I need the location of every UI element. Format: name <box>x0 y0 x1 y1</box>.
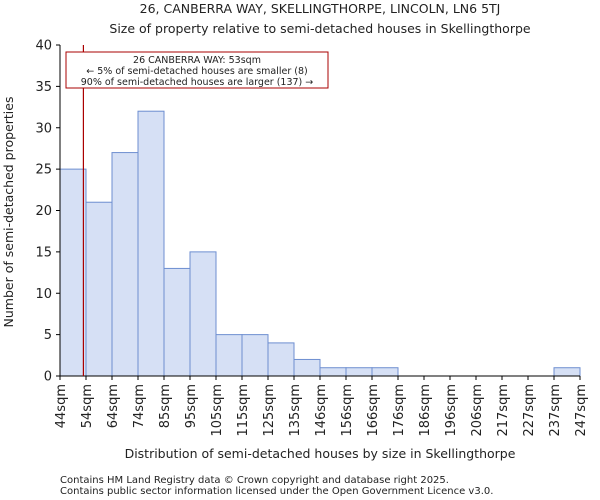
y-tick-label: 10 <box>35 287 52 302</box>
x-tick-label: 156sqm <box>340 384 355 437</box>
x-tick-label: 186sqm <box>418 384 433 437</box>
annotation-line: 90% of semi-detached houses are larger (… <box>81 77 314 88</box>
histogram-bar <box>163 267 191 377</box>
histogram-bar <box>215 334 243 377</box>
y-tick-label: 0 <box>44 370 52 385</box>
x-tick-label: 166sqm <box>366 384 381 437</box>
x-tick-label: 64sqm <box>106 384 121 428</box>
histogram-bar <box>319 367 347 377</box>
y-tick-label: 40 <box>35 39 52 54</box>
y-tick-label: 20 <box>35 204 52 219</box>
x-tick-label: 105sqm <box>210 384 225 437</box>
histogram-bar <box>293 358 321 377</box>
histogram-bar <box>85 201 113 377</box>
chart-title-line1: 26, CANBERRA WAY, SKELLINGTHORPE, LINCOL… <box>140 1 501 16</box>
x-tick-label: 95sqm <box>184 384 199 428</box>
x-tick-label: 125sqm <box>262 384 277 437</box>
histogram-bar <box>371 367 399 377</box>
x-tick-label: 227sqm <box>522 384 537 437</box>
histogram-bar <box>189 251 217 377</box>
annotation-box <box>65 51 329 89</box>
x-tick-label: 237sqm <box>548 384 563 437</box>
x-tick-label: 74sqm <box>132 384 147 428</box>
annotation-line: ← 5% of semi-detached houses are smaller… <box>86 66 307 77</box>
histogram-bar <box>59 168 87 377</box>
footer-line1: Contains HM Land Registry data © Crown c… <box>60 475 449 486</box>
x-tick-label: 247sqm <box>574 384 589 437</box>
y-tick-label: 5 <box>44 328 52 343</box>
histogram-bar <box>137 110 165 377</box>
x-axis-label: Distribution of semi-detached houses by … <box>125 446 516 461</box>
histogram-bar <box>553 367 581 377</box>
x-tick-label: 217sqm <box>496 384 511 437</box>
histogram-bar <box>241 334 269 377</box>
y-tick-label: 15 <box>35 245 52 260</box>
x-tick-label: 146sqm <box>314 384 329 437</box>
plot-area: 0 5 10 15 20 25 30 35 40 44sqm 54sqm 64sqm 74sqm 85sq… <box>35 39 589 437</box>
footer-line2: Contains public sector information licen… <box>60 486 493 497</box>
x-tick-label: 44sqm <box>54 384 69 428</box>
x-tick-label: 115sqm <box>236 384 251 437</box>
y-axis-label: Number of semi-detached properties <box>1 97 16 328</box>
x-tick-label: 206sqm <box>470 384 485 437</box>
x-tick-label: 135sqm <box>288 384 303 437</box>
chart-title-line2: Size of property relative to semi-detach… <box>109 21 531 36</box>
x-tick-label: 196sqm <box>444 384 459 437</box>
x-tick-label: 176sqm <box>392 384 407 437</box>
annotation-line: 26 CANBERRA WAY: 53sqm <box>133 55 261 66</box>
histogram-bar <box>267 342 295 377</box>
y-tick-label: 35 <box>35 80 52 95</box>
histogram-bar <box>345 367 373 377</box>
y-tick-label: 30 <box>35 121 52 136</box>
x-tick-label: 85sqm <box>158 384 173 428</box>
y-tick-label: 25 <box>35 163 52 178</box>
x-tick-label: 54sqm <box>80 384 95 428</box>
histogram-bar <box>111 152 139 377</box>
